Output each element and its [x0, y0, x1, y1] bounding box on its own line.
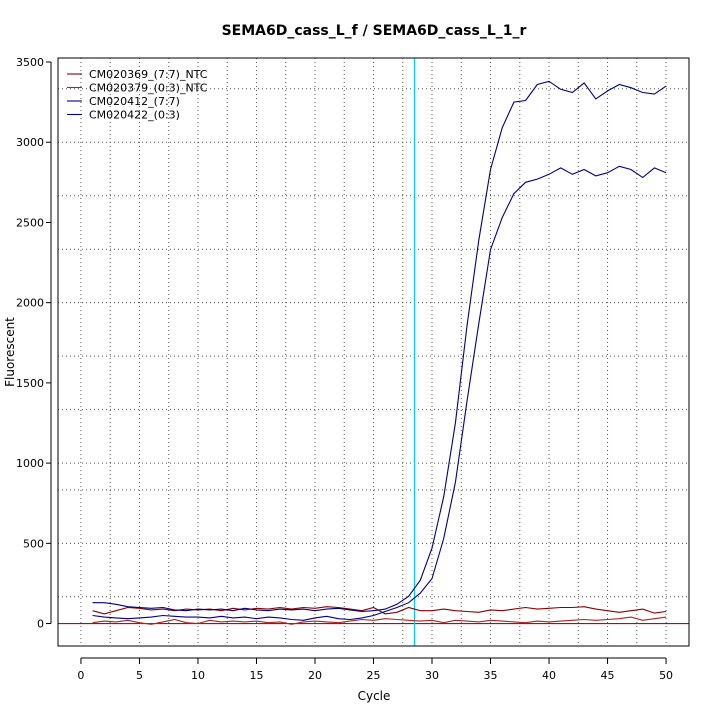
legend-label-4: CM020422_(0:3): [89, 109, 180, 122]
y-tick-label: 1000: [16, 457, 44, 470]
x-tick-label: 0: [77, 669, 84, 682]
legend-label-2: CM020379_(0:3)_NTC: [89, 82, 208, 95]
y-tick-label: 2500: [16, 216, 44, 229]
x-tick-label: 10: [191, 669, 205, 682]
axes: 0 5 10 15 20 25 30 35 40 45 5005001000150020002500…: [16, 56, 673, 682]
x-tick-label: 45: [601, 669, 615, 682]
x-tick-label: 20: [308, 669, 322, 682]
x-tick-label: 40: [542, 669, 556, 682]
x-tick-label: 35: [484, 669, 498, 682]
x-tick-label: 50: [659, 669, 673, 682]
legend-label-3: CM020412_(7:7): [89, 95, 180, 108]
plot-frame: [57, 57, 690, 647]
reference-lines: [58, 58, 689, 646]
y-tick-label: 500: [23, 537, 44, 550]
x-tick-label: 30: [425, 669, 439, 682]
x-tick-label: 25: [367, 669, 381, 682]
y-tick-label: 1500: [16, 377, 44, 390]
legend: CM020369_(7:7)_NTCCM020379_(0:3)_NTCCM02…: [67, 68, 208, 122]
y-tick-label: 2000: [16, 297, 44, 310]
legend-label-1: CM020369_(7:7)_NTC: [89, 68, 208, 81]
series-line-1: [92, 606, 667, 615]
x-tick-label: 15: [249, 669, 263, 682]
y-axis-title: Fluorescent: [3, 317, 17, 387]
y-tick-label: 3000: [16, 136, 44, 149]
x-axis-title: Cycle: [358, 689, 391, 703]
y-tick-label: 3500: [16, 56, 44, 69]
series-lines: [92, 80, 667, 625]
series-line-3: [92, 165, 667, 621]
gridlines: [58, 58, 689, 646]
series-line-2: [92, 616, 667, 625]
y-tick-label: 0: [37, 618, 44, 631]
chart-title: SEMA6D_cass_L_f / SEMA6D_cass_L_1_r: [222, 23, 527, 39]
series-line-4: [92, 80, 667, 613]
x-tick-label: 5: [136, 669, 143, 682]
